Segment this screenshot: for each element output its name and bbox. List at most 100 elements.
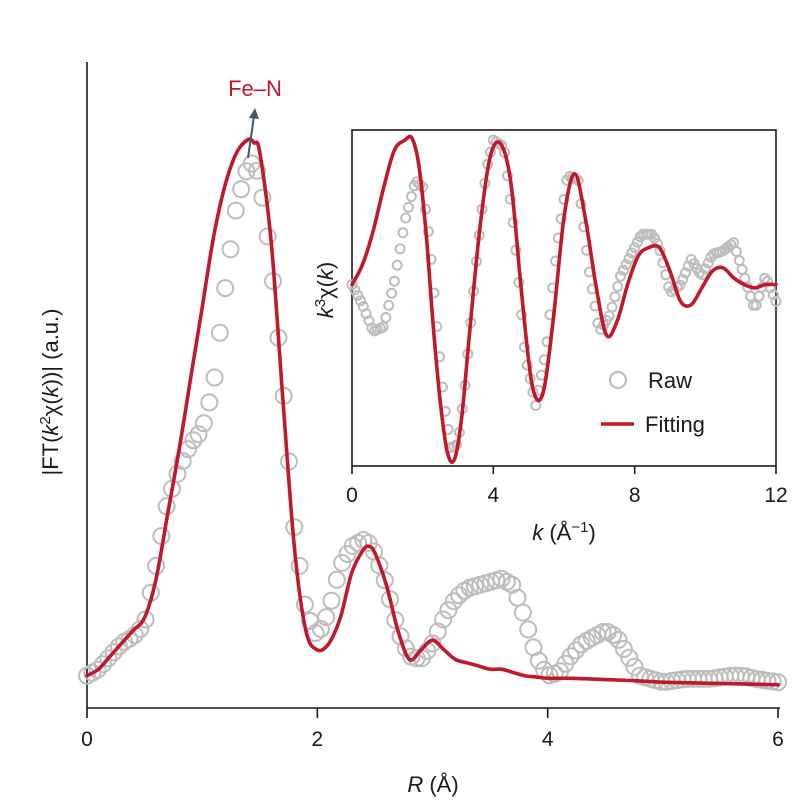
inset-x-tick-label: 8: [629, 484, 641, 507]
inset-raw-point: [725, 239, 737, 251]
main-raw-point: [248, 161, 267, 180]
main-y-title-pre: |FT(: [38, 435, 63, 476]
inset-raw-point: [649, 232, 660, 244]
inset-x-title-unit: (Å: [543, 520, 571, 545]
main-raw-point: [375, 571, 394, 590]
main-raw-point: [317, 608, 336, 627]
main-raw-point: [205, 368, 224, 387]
main-raw-point: [295, 595, 314, 614]
inset-legend: Raw Fitting: [601, 368, 705, 437]
inset-raw-point: [349, 284, 361, 296]
annotation-arrowhead-icon: [249, 108, 259, 119]
legend-raw-label: Raw: [648, 368, 692, 393]
main-raw-point: [386, 611, 405, 629]
fe-n-label: Fe–N: [228, 76, 282, 101]
inset-raw-point: [346, 279, 358, 291]
main-raw-point: [327, 570, 346, 589]
main-raw-point: [232, 180, 251, 199]
inset-y-axis-title: k3χ(k): [312, 262, 338, 319]
main-raw-point: [769, 673, 787, 692]
main-raw-point: [614, 639, 633, 658]
main-raw-point: [604, 626, 623, 644]
main-raw-point: [444, 592, 463, 611]
main-raw-point: [434, 610, 453, 629]
main-x-tick-label: 2: [311, 728, 323, 751]
main-raw-point: [194, 414, 213, 433]
inset-raw-point: [699, 263, 711, 275]
main-y-title-var: k: [38, 424, 63, 436]
inset-raw-point: [403, 201, 414, 213]
inset-raw-point: [422, 226, 434, 237]
main-raw-point: [609, 630, 628, 649]
main-y-axis-title: |FT(k2χ(k))| (a.u.): [37, 309, 63, 476]
inset-raw-point: [530, 400, 542, 411]
main-raw-point: [221, 240, 240, 259]
main-y-title-post: ))| (a.u.): [38, 309, 63, 387]
inset-raw-point: [680, 267, 691, 279]
inset-y-title-var: k: [313, 306, 338, 318]
inset-raw-point: [380, 312, 392, 323]
main-raw-point: [253, 188, 272, 207]
inset-raw-point: [377, 321, 389, 333]
inset-raw-point: [386, 287, 398, 299]
main-y-title-var2: k: [38, 385, 63, 397]
main-fit-line: [85, 137, 780, 687]
main-raw-point: [625, 657, 644, 676]
main-raw-point: [513, 603, 532, 622]
main-raw-point: [758, 671, 777, 690]
main-raw-point: [333, 553, 352, 572]
inset-raw-point: [397, 227, 409, 239]
inset-x-tick-label: 4: [487, 484, 499, 507]
fe-n-annotation: Fe–N: [228, 76, 282, 159]
inset-raw-point: [697, 269, 708, 281]
main-raw-point: [290, 556, 309, 575]
inset-chart: 0 4 8 12 Raw Fitting k (Å−1) k3χ(k): [312, 129, 788, 545]
main-y-title-mid: χ(: [38, 397, 63, 417]
main-raw-point: [439, 601, 458, 620]
legend-raw-marker-icon: [608, 370, 628, 390]
inset-raw-point: [606, 301, 618, 313]
main-raw-point: [381, 590, 399, 609]
inset-raw-point: [770, 295, 782, 307]
main-raw-point: [423, 634, 442, 653]
inset-raw-point: [617, 264, 629, 276]
inset-raw-point: [383, 299, 395, 311]
main-x-tick-label: 0: [81, 728, 93, 751]
inset-raw-point: [623, 253, 635, 265]
main-raw-point: [173, 452, 192, 470]
main-raw-point: [322, 591, 341, 610]
legend-fit-label: Fitting: [645, 412, 705, 437]
inset-y-title-sup: 3: [312, 299, 329, 307]
inset-x-title-var: k: [532, 520, 544, 545]
inset-raw-point: [629, 242, 641, 254]
inset-raw-point: [355, 295, 366, 307]
main-raw-point: [567, 641, 585, 660]
inset-raw-point: [504, 193, 516, 205]
inset-raw-point: [394, 243, 406, 255]
main-y-title-sup: 2: [37, 416, 54, 424]
main-raw-point: [311, 620, 330, 638]
annotation-arrow-icon: [247, 115, 255, 159]
inset-raw-point: [388, 275, 400, 287]
main-raw-point: [184, 431, 203, 450]
main-raw-point: [120, 629, 139, 648]
inset-raw-point: [612, 281, 624, 292]
inset-raw-point: [609, 291, 621, 303]
inset-raw-point: [620, 259, 632, 270]
main-raw-point: [428, 622, 447, 641]
main-raw-point: [620, 648, 639, 667]
main-x-axis-unit: (Å): [423, 772, 458, 797]
inset-x-tick-label: 12: [764, 484, 787, 507]
inset-fit-line: [350, 134, 778, 464]
main-x-axis-title: R (Å): [407, 772, 458, 797]
inset-x-axis-title: k (Å−1): [532, 519, 596, 545]
inset-y-title-pre: χ(: [313, 279, 338, 299]
inset-raw-point: [677, 274, 689, 285]
inset-x-tick-label: 0: [346, 484, 358, 507]
inset-raw-point: [702, 257, 714, 269]
inset-raw-point: [626, 247, 638, 259]
inset-frame: [351, 129, 777, 467]
inset-raw-point: [632, 236, 643, 248]
inset-x-title-sup: −1: [571, 519, 588, 536]
inset-raw-point: [352, 289, 364, 301]
